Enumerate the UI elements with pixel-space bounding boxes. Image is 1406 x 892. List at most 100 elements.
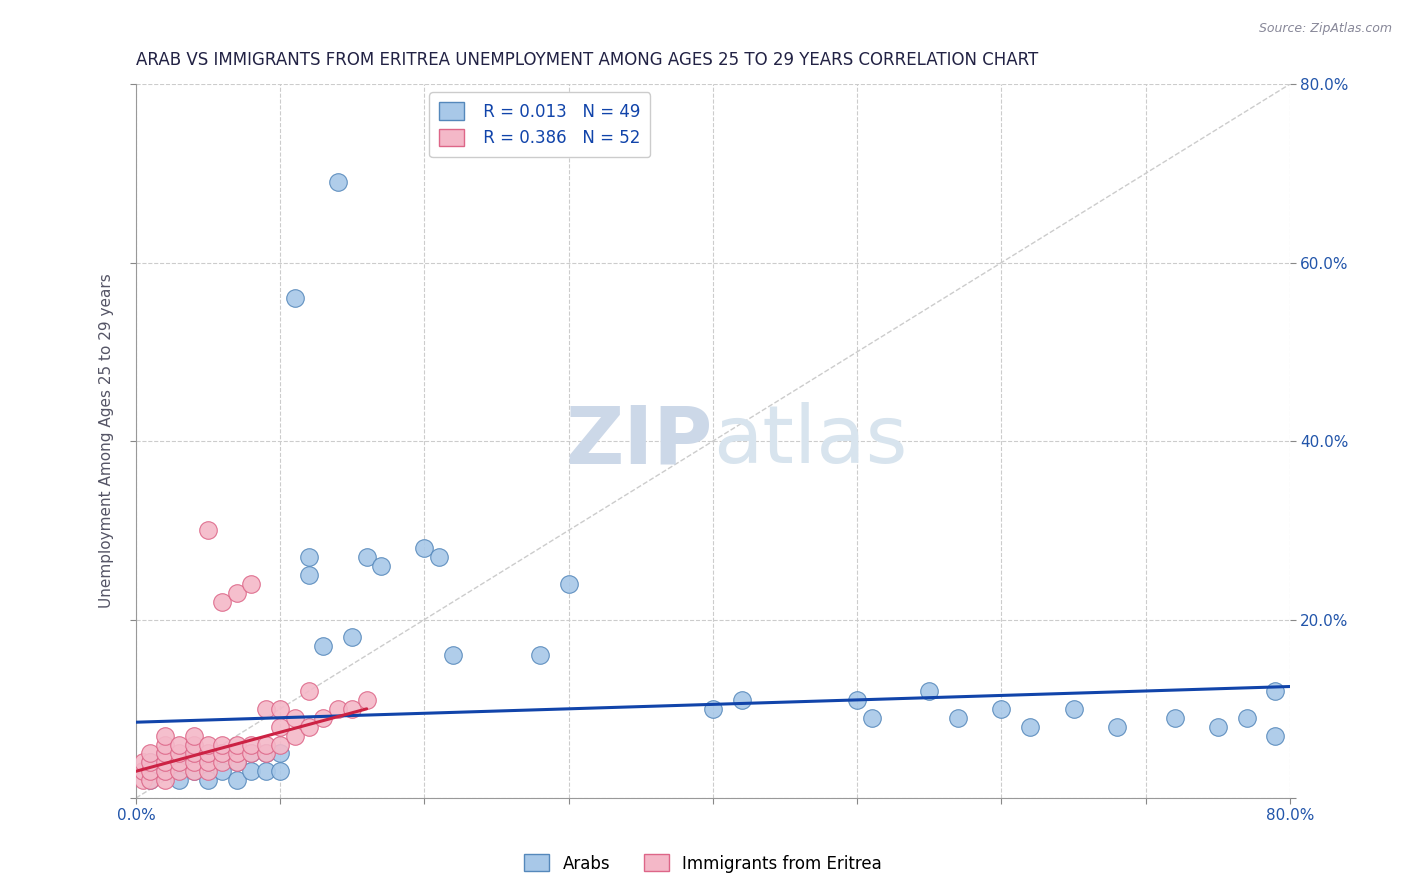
Point: [254, 747, 277, 761]
Point: [240, 764, 263, 779]
Point: [183, 738, 205, 752]
Point: [153, 756, 176, 770]
Point: [183, 747, 205, 761]
Point: [284, 729, 307, 743]
Point: [132, 773, 155, 788]
Point: [370, 559, 392, 574]
Point: [139, 756, 162, 770]
Point: [342, 702, 364, 716]
Point: [529, 648, 551, 663]
Point: [211, 747, 233, 761]
Point: [254, 738, 277, 752]
Point: [254, 747, 277, 761]
Point: [225, 756, 247, 770]
Point: [269, 738, 291, 752]
Point: [183, 764, 205, 779]
Point: [197, 773, 219, 788]
Point: [132, 756, 155, 770]
Point: [225, 738, 247, 752]
Point: [167, 747, 190, 761]
Point: [1264, 684, 1286, 698]
Point: [254, 764, 277, 779]
Point: [356, 693, 378, 707]
Point: [1063, 702, 1085, 716]
Point: [240, 747, 263, 761]
Point: [240, 577, 263, 591]
Point: [298, 684, 321, 698]
Point: [167, 756, 190, 770]
Point: [183, 747, 205, 761]
Point: [356, 550, 378, 565]
Point: [441, 648, 464, 663]
Point: [225, 747, 247, 761]
Point: [197, 756, 219, 770]
Point: [225, 586, 247, 600]
Legend:  R = 0.013   N = 49,  R = 0.386   N = 52: R = 0.013 N = 49, R = 0.386 N = 52: [429, 93, 650, 157]
Legend: Arabs, Immigrants from Eritrea: Arabs, Immigrants from Eritrea: [517, 847, 889, 880]
Point: [413, 541, 436, 556]
Point: [211, 756, 233, 770]
Point: [225, 756, 247, 770]
Point: [183, 764, 205, 779]
Point: [153, 764, 176, 779]
Point: [298, 720, 321, 734]
Point: [312, 640, 335, 654]
Text: atlas: atlas: [713, 402, 907, 480]
Point: [153, 738, 176, 752]
Point: [269, 720, 291, 734]
Point: [139, 764, 162, 779]
Point: [153, 747, 176, 761]
Point: [167, 773, 190, 788]
Point: [990, 702, 1012, 716]
Point: [1264, 729, 1286, 743]
Point: [183, 756, 205, 770]
Point: [139, 773, 162, 788]
Point: [240, 747, 263, 761]
Point: [197, 747, 219, 761]
Point: [167, 756, 190, 770]
Point: [254, 702, 277, 716]
Point: [946, 711, 969, 725]
Point: [139, 773, 162, 788]
Point: [153, 729, 176, 743]
Y-axis label: Unemployment Among Ages 25 to 29 years: Unemployment Among Ages 25 to 29 years: [100, 274, 114, 608]
Point: [211, 747, 233, 761]
Point: [427, 550, 450, 565]
Point: [312, 711, 335, 725]
Point: [211, 764, 233, 779]
Point: [1163, 711, 1185, 725]
Point: [298, 568, 321, 582]
Text: Source: ZipAtlas.com: Source: ZipAtlas.com: [1258, 22, 1392, 36]
Point: [211, 738, 233, 752]
Point: [132, 764, 155, 779]
Point: [153, 764, 176, 779]
Point: [1206, 720, 1229, 734]
Point: [846, 693, 869, 707]
Point: [860, 711, 883, 725]
Point: [183, 729, 205, 743]
Point: [269, 764, 291, 779]
Point: [702, 702, 724, 716]
Point: [326, 702, 349, 716]
Point: [342, 631, 364, 645]
Point: [153, 747, 176, 761]
Point: [1019, 720, 1042, 734]
Point: [197, 764, 219, 779]
Text: ZIP: ZIP: [565, 402, 713, 480]
Point: [197, 524, 219, 538]
Point: [211, 595, 233, 609]
Point: [197, 756, 219, 770]
Point: [240, 738, 263, 752]
Point: [197, 738, 219, 752]
Point: [284, 711, 307, 725]
Point: [1105, 720, 1128, 734]
Point: [284, 291, 307, 305]
Point: [139, 756, 162, 770]
Point: [557, 577, 579, 591]
Point: [269, 702, 291, 716]
Point: [132, 764, 155, 779]
Point: [731, 693, 754, 707]
Point: [167, 738, 190, 752]
Point: [225, 773, 247, 788]
Point: [298, 550, 321, 565]
